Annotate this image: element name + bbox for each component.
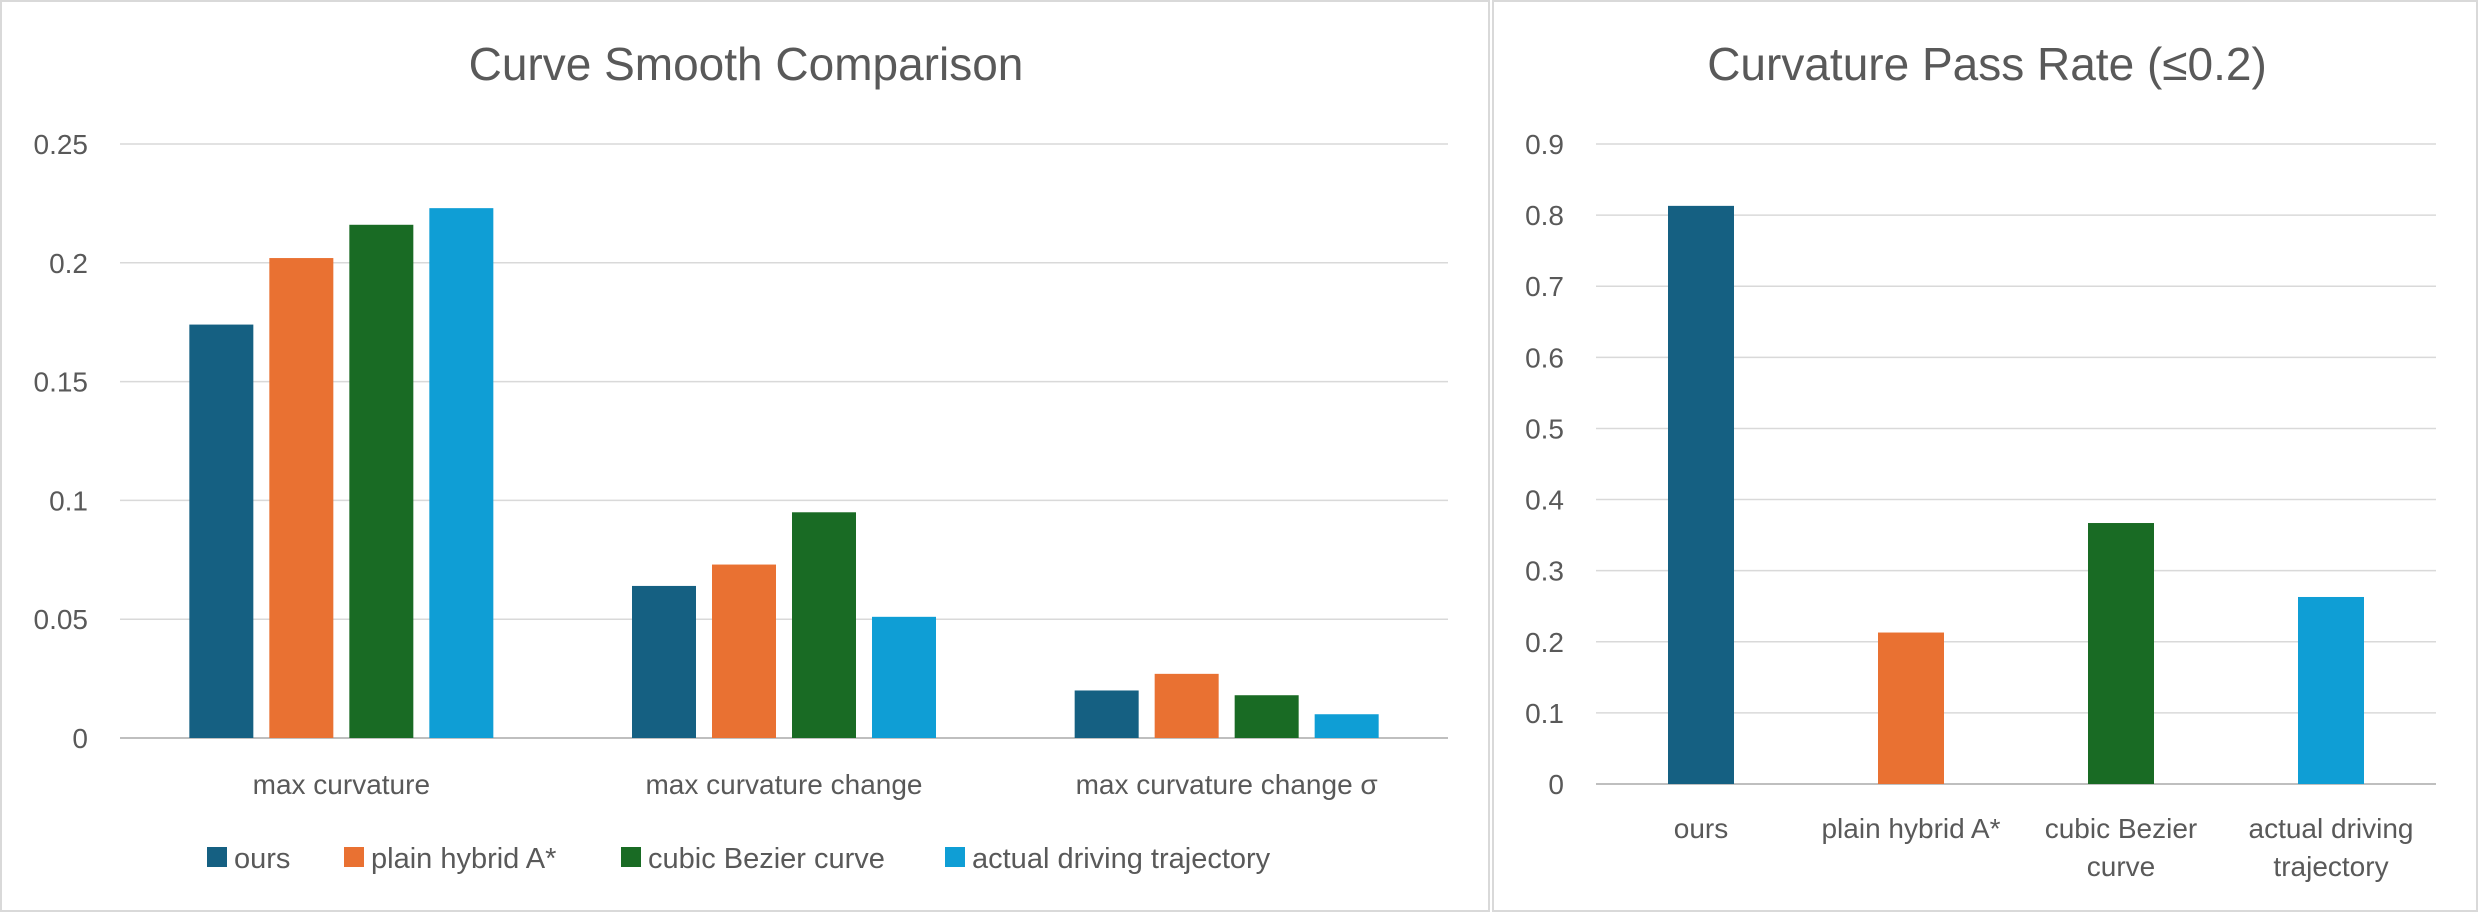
bar-actual-driving-trajectory [1314, 714, 1379, 738]
y-tick-label: 0.5 [1525, 413, 1564, 444]
curve-smooth-chart: Curve Smooth Comparison 0 0.05 0.1 0.15 0.2 0… [34, 38, 1448, 875]
legend-label: cubic Bezier curve [648, 843, 885, 875]
y-tick-label: 0.05 [34, 604, 89, 635]
y-tick-label: 0.4 [1525, 485, 1564, 516]
legend-swatch [621, 847, 641, 867]
bar [1668, 205, 1734, 784]
bar-actual-driving-trajectory [429, 208, 494, 739]
bar-ours [1074, 690, 1139, 738]
bar-cubic-bezier-curve [792, 512, 856, 738]
y-tick-label: 0.2 [49, 248, 88, 279]
bar-plain-hybrid-a- [269, 258, 334, 738]
y-tick-label: 0.8 [1525, 200, 1564, 231]
legend-swatch [344, 847, 364, 867]
y-tick-label: 0.25 [34, 129, 89, 160]
category-label: max curvature [253, 769, 430, 800]
legend-swatch [207, 847, 227, 867]
legend-label: plain hybrid A* [371, 843, 556, 875]
bar [2298, 596, 2364, 784]
y-tick-label: 0 [1548, 769, 1564, 800]
bar [1878, 632, 1944, 784]
legend-label: actual driving trajectory [972, 843, 1271, 875]
legend-label: ours [234, 843, 290, 875]
y-tick-label: 0.1 [1525, 698, 1564, 729]
y-tick-label: 0 [72, 723, 88, 754]
y-tick-label: 0.6 [1525, 342, 1564, 373]
legend-swatch [945, 847, 965, 867]
y-tick-label: 0.1 [49, 485, 88, 516]
bar-cubic-bezier-curve [1234, 695, 1299, 738]
category-label: plain hybrid A* [1821, 813, 2000, 844]
pass-rate-chart: Curvature Pass Rate (≤0.2) 0 0.1 0.2 0.3 0.4… [1525, 38, 2436, 882]
bar-plain-hybrid-a- [712, 564, 776, 738]
bar-cubic-bezier-curve [349, 224, 414, 738]
y-tick-label: 0.3 [1525, 556, 1564, 587]
pass-rate-chart-panel: Curvature Pass Rate (≤0.2) 0 0.1 0.2 0.3 0.4… [1492, 0, 2478, 912]
bar-plain-hybrid-a- [1154, 673, 1219, 738]
bar-ours [632, 585, 696, 738]
y-tick-label: 0.7 [1525, 271, 1564, 302]
bar-ours [189, 324, 254, 738]
bar [2088, 523, 2154, 784]
bar-actual-driving-trajectory [872, 616, 936, 738]
y-tick-label: 0.9 [1525, 129, 1564, 160]
category-label: actual driving trajectory [2249, 813, 2414, 882]
category-label: ours [1674, 813, 1728, 844]
y-tick-label: 0.2 [1525, 627, 1564, 658]
category-label: cubic Bezier curve [2045, 813, 2198, 882]
curve-smooth-chart-panel: Curve Smooth Comparison 0 0.05 0.1 0.15 0.2 0… [0, 0, 1490, 912]
chart-title: Curve Smooth Comparison [469, 38, 1024, 90]
y-tick-label: 0.15 [34, 367, 89, 398]
category-label: max curvature change [645, 769, 922, 800]
category-label: max curvature change σ [1076, 769, 1378, 800]
chart-title: Curvature Pass Rate (≤0.2) [1707, 38, 2267, 90]
